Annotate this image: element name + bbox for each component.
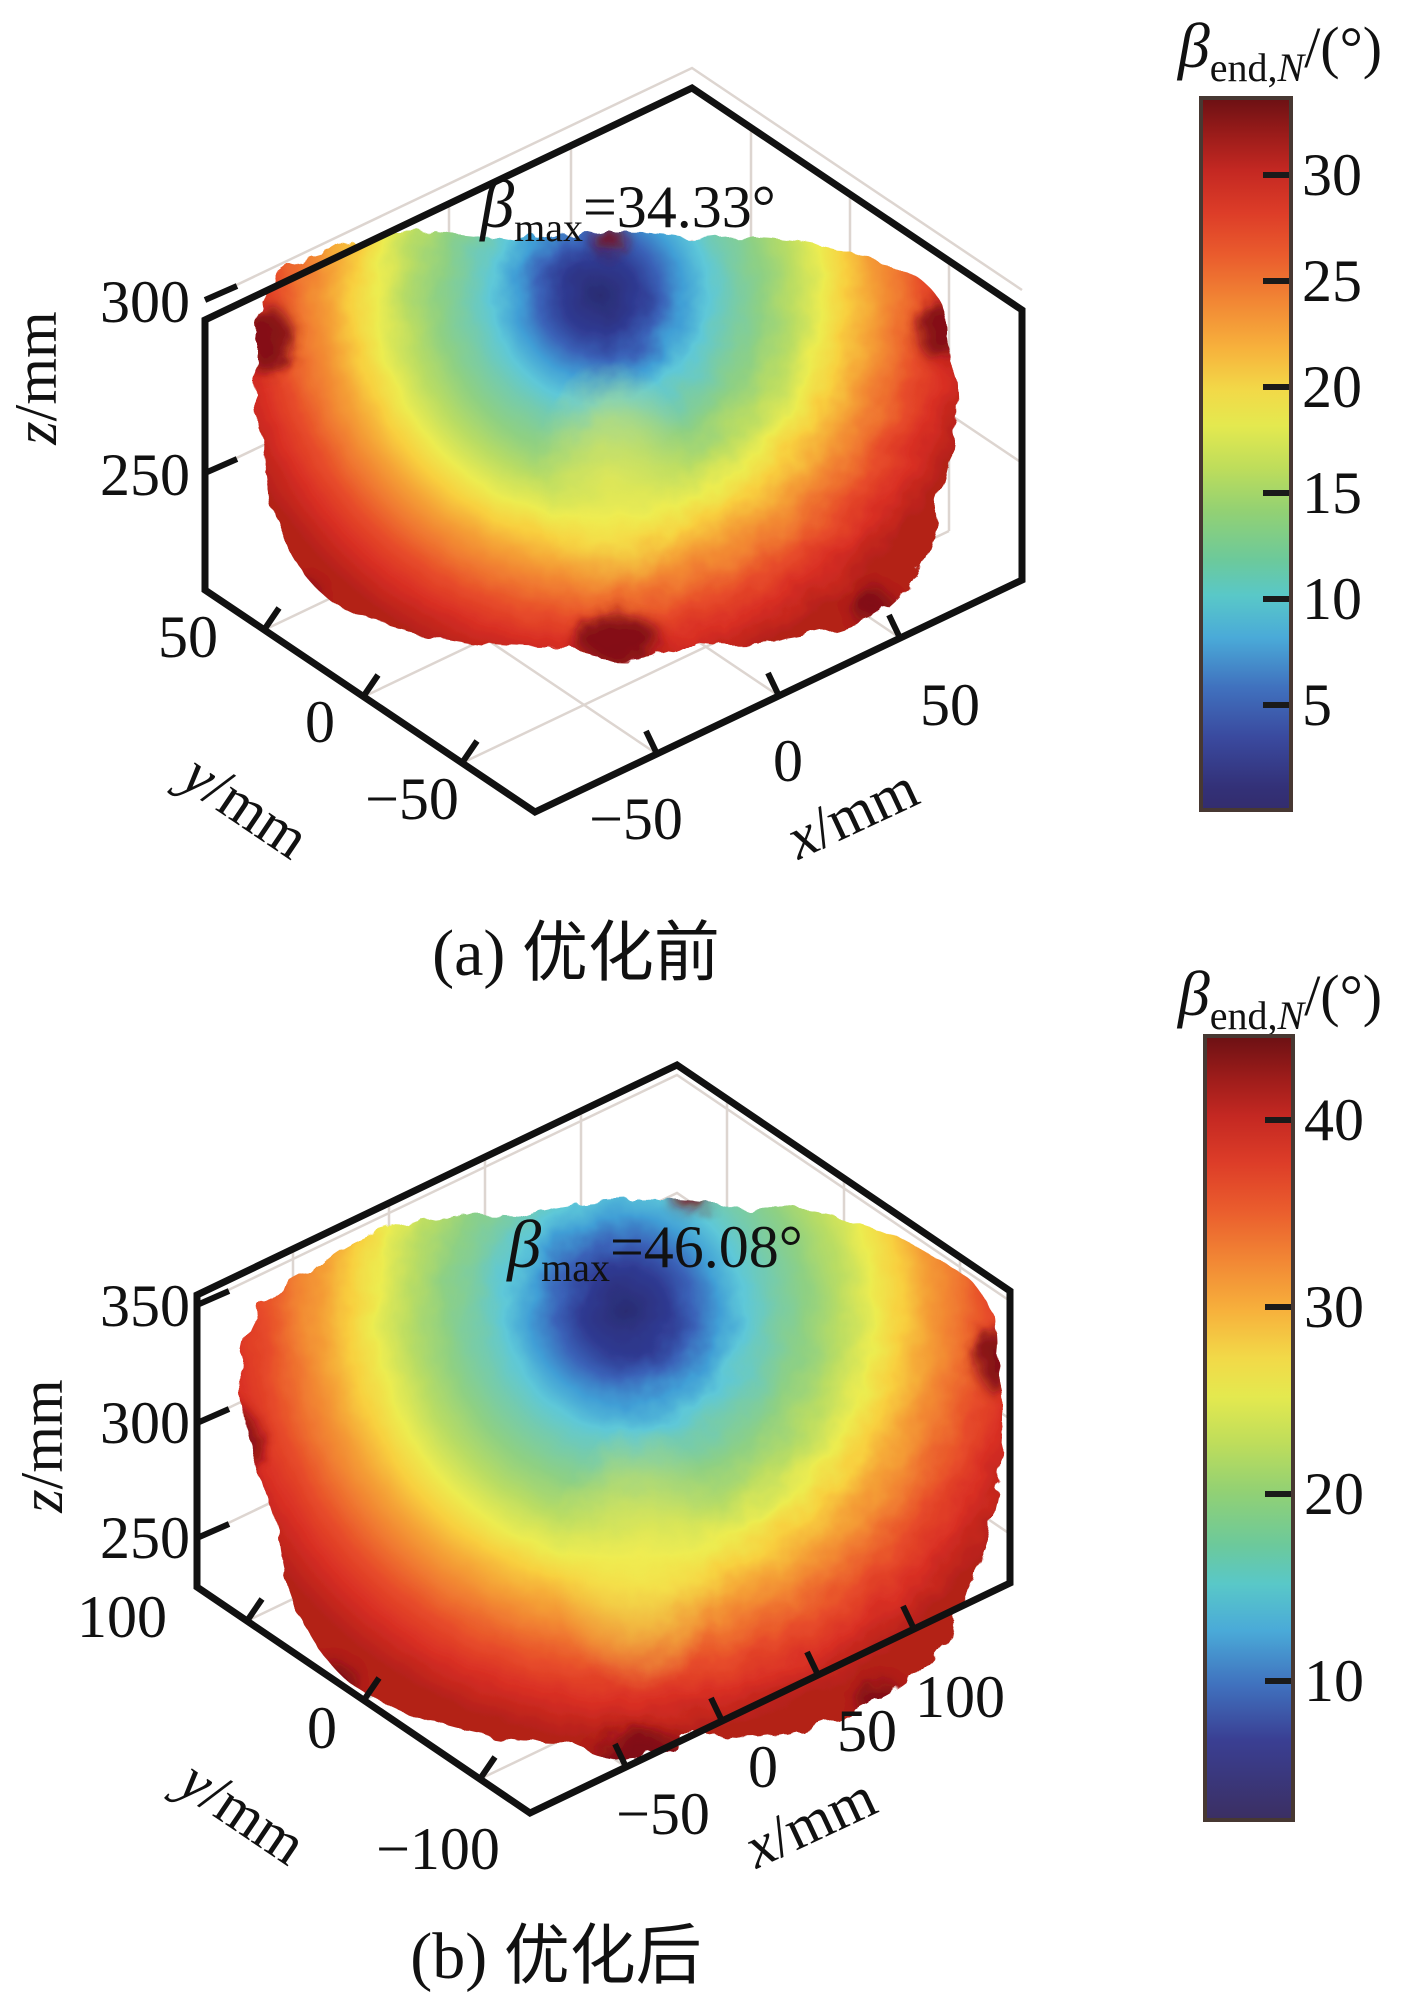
colorbar-unit: /(°)	[1304, 963, 1383, 1028]
colorbar-a-tick-5: 5	[1302, 672, 1332, 738]
plot-a-annotation: βmax=34.33°	[408, 170, 848, 248]
z-unit: /mm	[3, 311, 69, 422]
plot-a-tick-marks	[203, 283, 903, 765]
plot-a-x-tick-m50: −50	[589, 786, 683, 852]
colorbar-subscript: end,N	[1210, 993, 1304, 1038]
colorbar-a-tickmark	[1263, 172, 1289, 178]
colorbar-a-tickmark	[1263, 596, 1289, 602]
plot-a-y-tick-50: 50	[158, 604, 218, 670]
sub-end: end,	[1209, 45, 1278, 90]
plot-b-z-tick-300: 300	[100, 1390, 190, 1456]
colorbar-a-tick-25: 25	[1302, 248, 1362, 314]
colorbar-a-tickmark	[1263, 278, 1289, 284]
colorbar-b	[1203, 1034, 1295, 1822]
colorbar-a-title: βend,N/(°)	[1130, 14, 1417, 88]
beta-symbol: β	[1177, 10, 1210, 81]
beta-symbol: β	[480, 166, 515, 242]
plot-b-y-tick-m100: −100	[376, 1816, 500, 1882]
colorbar-subscript: end,N	[1210, 45, 1304, 90]
colorbar-b-tickmark	[1265, 1491, 1291, 1497]
colorbar-b-tick-30: 30	[1304, 1274, 1364, 1340]
plot-b-z-tick-250: 250	[100, 1505, 190, 1571]
colorbar-a-tick-10: 10	[1302, 566, 1362, 632]
colorbar-b-tickmark	[1265, 1304, 1291, 1310]
plot-b-x-tick-0: 0	[748, 1734, 778, 1800]
plot-b-annotation: βmax=46.08°	[435, 1210, 875, 1288]
beta-symbol: β	[507, 1206, 542, 1282]
plot-b-tick-marks	[195, 1288, 917, 1781]
plot-b-caption: (b) 优化后	[410, 1920, 702, 1993]
sub-end: end,	[1209, 993, 1278, 1038]
plot-a-y-tick-m50: −50	[365, 766, 459, 832]
colorbar-a	[1199, 96, 1293, 812]
beta-value: =46.08°	[609, 1214, 803, 1280]
beta-subscript: max	[541, 1245, 610, 1290]
colorbar-a-tick-15: 15	[1302, 460, 1362, 526]
plot-a-caption: (a) 优化前	[432, 917, 720, 990]
z-symbol: z	[9, 1489, 75, 1513]
colorbar-b-tickmark	[1265, 1117, 1291, 1123]
plot-b-x-tick-m50: −50	[616, 1781, 710, 1847]
colorbar-b-tick-40: 40	[1304, 1087, 1364, 1153]
plot-b-y-tick-100: 100	[77, 1584, 167, 1650]
colorbar-unit: /(°)	[1304, 15, 1383, 80]
beta-subscript: max	[514, 205, 583, 250]
plot-a-y-tick-0: 0	[305, 689, 335, 755]
plot-a-z-tick-250: 250	[100, 442, 190, 508]
plot-b-y-tick-0: 0	[307, 1695, 337, 1761]
plot-b-x-tick-50: 50	[837, 1698, 897, 1764]
plot-b-z-axis-label: z/mm	[9, 1346, 75, 1546]
beta-value: =34.33°	[582, 174, 776, 240]
colorbar-a-tickmark	[1263, 384, 1289, 390]
z-unit: /mm	[9, 1379, 75, 1490]
colorbar-a-tickmark	[1263, 702, 1289, 708]
plot-a-axes-box	[201, 83, 1026, 817]
beta-symbol: β	[1177, 958, 1210, 1029]
plot-a-x-tick-0: 0	[773, 728, 803, 794]
plot-b-axes-box	[193, 1060, 1014, 1818]
colorbar-b-tick-20: 20	[1304, 1461, 1364, 1527]
sub-n: N	[1277, 45, 1305, 90]
colorbar-a-tick-20: 20	[1302, 354, 1362, 420]
colorbar-b-tick-10: 10	[1304, 1648, 1364, 1714]
colorbar-a-tickmark	[1263, 490, 1289, 496]
plot-b-x-tick-100: 100	[915, 1664, 1005, 1730]
plot-a-z-tick-300: 300	[100, 269, 190, 335]
plot-a-surface	[255, 231, 956, 660]
plot-a-x-tick-50: 50	[920, 672, 980, 738]
plot-b-z-tick-350: 350	[100, 1273, 190, 1339]
colorbar-b-title: βend,N/(°)	[1130, 962, 1417, 1036]
colorbar-a-tick-30: 30	[1302, 142, 1362, 208]
colorbar-b-tickmark	[1265, 1678, 1291, 1684]
plot-a-z-axis-label: z/mm	[3, 278, 69, 478]
z-symbol: z	[3, 421, 69, 445]
sub-n: N	[1277, 993, 1305, 1038]
